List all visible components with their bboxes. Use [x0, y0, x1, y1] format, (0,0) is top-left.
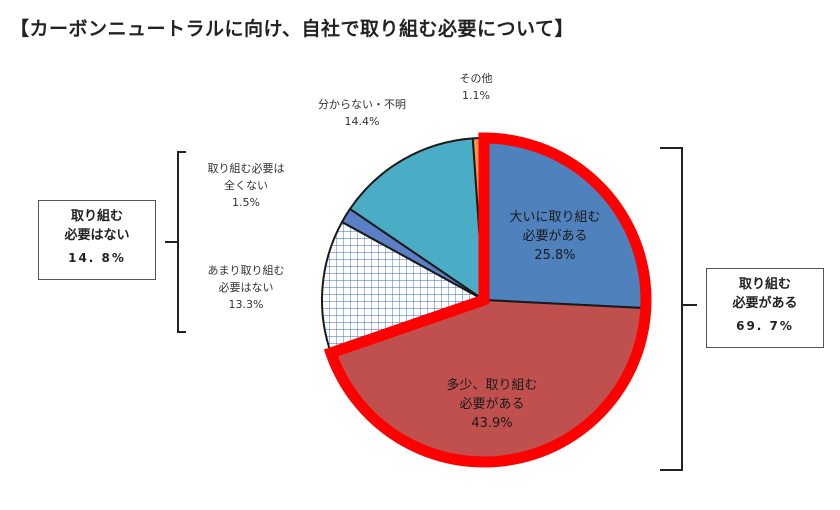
slice-label-name: 全くない — [224, 179, 268, 192]
slice-label-value: 1.1% — [462, 89, 490, 102]
pie-slice-2 — [321, 220, 485, 354]
slice-label-name: 取り組む必要は — [207, 162, 285, 175]
slice-label-name: 必要はない — [218, 281, 274, 294]
slice-label-value: 14.4% — [344, 115, 380, 128]
slice-label-other: その他 1.1% — [446, 70, 506, 104]
group-value: 69. 7% — [736, 319, 794, 333]
slice-label-somewhat-necessary: 多少、取り組む 必要がある 43.9% — [432, 376, 552, 433]
slice-label-value: 25.8% — [534, 248, 576, 263]
group-box-not-necessary: 取り組む 必要はない 14. 8% — [38, 200, 156, 280]
group-label: 取り組む — [70, 209, 123, 224]
slice-label-name: 大いに取り組む — [509, 210, 601, 225]
slice-label-name: 必要がある — [459, 397, 525, 412]
slice-label-not-much: あまり取り組む 必要はない 13.3% — [196, 262, 296, 313]
group-value: 14. 8% — [68, 251, 126, 265]
slice-label-name: 必要がある — [522, 229, 588, 244]
slice-label-name: あまり取り組む — [207, 264, 285, 277]
slice-label-not-at-all: 取り組む必要は 全くない 1.5% — [196, 160, 296, 211]
group-label: 取り組む — [738, 277, 791, 292]
slice-label-name: 多少、取り組む — [446, 378, 538, 393]
left-bracket — [177, 151, 186, 333]
slice-label-name: その他 — [459, 72, 493, 85]
slice-label-value: 43.9% — [471, 416, 513, 431]
pie-slice-4 — [349, 137, 485, 301]
slice-label-name: 分からない・不明 — [318, 98, 406, 111]
group-label: 必要がある — [732, 296, 798, 311]
slice-label-very-necessary: 大いに取り組む 必要がある 25.8% — [500, 208, 610, 265]
slice-label-unknown: 分からない・不明 14.4% — [302, 96, 422, 130]
highlight-outline — [323, 132, 652, 468]
group-label: 必要はない — [64, 228, 130, 243]
group-box-necessary: 取り組む 必要がある 69. 7% — [706, 268, 824, 348]
right-bracket — [660, 147, 683, 471]
chart-title: 【カーボンニュートラルに向け、自社で取り組む必要について】 — [10, 18, 574, 40]
slice-label-value: 1.5% — [232, 196, 260, 209]
slice-label-value: 13.3% — [228, 298, 264, 311]
